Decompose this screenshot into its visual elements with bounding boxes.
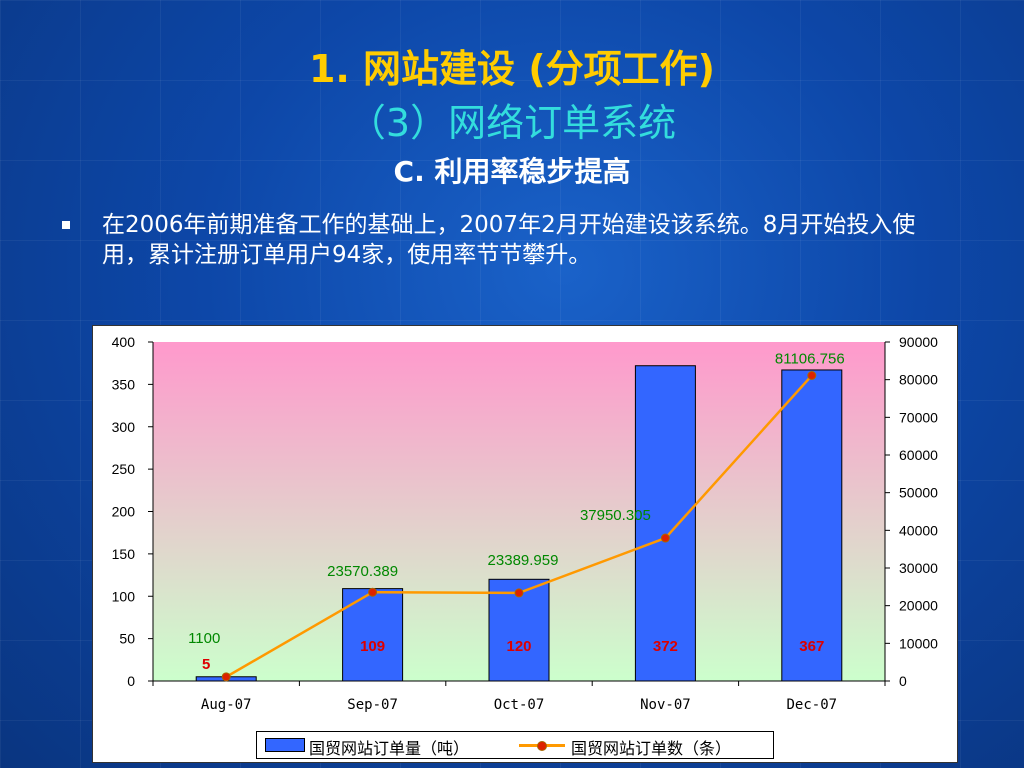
- right-tick-label: 40000: [899, 522, 938, 538]
- x-tick-label: Dec-07: [787, 697, 838, 713]
- legend-label-orders-volume: 国贸网站订单量（吨）: [309, 739, 470, 758]
- bullet-text: 在2006年前期准备工作的基础上，2007年2月开始建设该系统。8月开始投入使用…: [102, 212, 916, 268]
- legend-marker-icon: [537, 741, 547, 751]
- x-tick-label: Oct-07: [494, 697, 545, 713]
- left-tick-label: 200: [112, 504, 136, 520]
- right-tick-label: 0: [899, 673, 907, 689]
- line-point: [514, 588, 524, 598]
- right-tick-label: 10000: [899, 635, 938, 651]
- left-tick-label: 300: [112, 419, 136, 435]
- section-heading: C. 利用率稳步提高: [393, 155, 631, 188]
- bar-data-label: 5: [202, 656, 210, 673]
- right-tick-label: 20000: [899, 598, 938, 614]
- chart-svg: 0 50 100 150 200 250 300 350 400 0 10000 20000 30000…: [112, 334, 939, 713]
- bar-data-label: 372: [653, 638, 678, 655]
- line-point: [221, 672, 231, 682]
- left-tick-label: 350: [112, 376, 136, 392]
- line-data-label: 81106.756: [775, 350, 845, 367]
- chart-container: 0 50 100 150 200 250 300 350 400 0 10000 20000 30000…: [92, 325, 958, 763]
- right-tick-label: 80000: [899, 372, 938, 388]
- slide-subtitle: （3）网络订单系统: [347, 101, 677, 145]
- x-tick-label: Nov-07: [640, 697, 691, 713]
- line-data-label: 37950.305: [580, 507, 651, 524]
- left-tick-label: 250: [112, 461, 136, 477]
- legend-bar-swatch: [265, 738, 305, 752]
- left-tick-label: 100: [112, 588, 136, 604]
- line-point: [807, 370, 817, 380]
- left-tick-label: 50: [119, 631, 135, 647]
- left-tick-label: 400: [112, 334, 136, 350]
- line-point: [368, 587, 378, 597]
- bar: [342, 588, 404, 682]
- left-tick-label: 150: [112, 546, 136, 562]
- x-tick-label: Aug-07: [201, 697, 252, 713]
- right-tick-label: 60000: [899, 447, 938, 463]
- right-tick-label: 30000: [899, 560, 938, 576]
- bar: [781, 369, 843, 682]
- line-data-label: 23570.389: [327, 563, 398, 580]
- bar-data-label: 109: [360, 638, 385, 655]
- line-point: [660, 533, 670, 543]
- line-data-label: 1100: [188, 630, 220, 647]
- bar-data-label: 120: [506, 638, 531, 655]
- chart-legend: 国贸网站订单量（吨） 国贸网站订单数（条）: [256, 731, 774, 759]
- left-tick-label: 0: [127, 673, 135, 689]
- bar-data-label: 367: [799, 638, 824, 655]
- line-data-label: 23389.959: [488, 552, 559, 569]
- legend-label-orders-count: 国贸网站订单数（条）: [571, 739, 732, 758]
- right-tick-label: 90000: [899, 334, 938, 350]
- x-tick-label: Sep-07: [347, 697, 398, 713]
- right-tick-label: 70000: [899, 409, 938, 425]
- slide-title: 1. 网站建设 (分项工作): [308, 47, 716, 91]
- bar: [634, 365, 696, 682]
- right-tick-label: 50000: [899, 485, 938, 501]
- bullet-square-icon: [62, 221, 70, 229]
- bullet-item: 在2006年前期准备工作的基础上，2007年2月开始建设该系统。8月开始投入使用…: [62, 210, 942, 270]
